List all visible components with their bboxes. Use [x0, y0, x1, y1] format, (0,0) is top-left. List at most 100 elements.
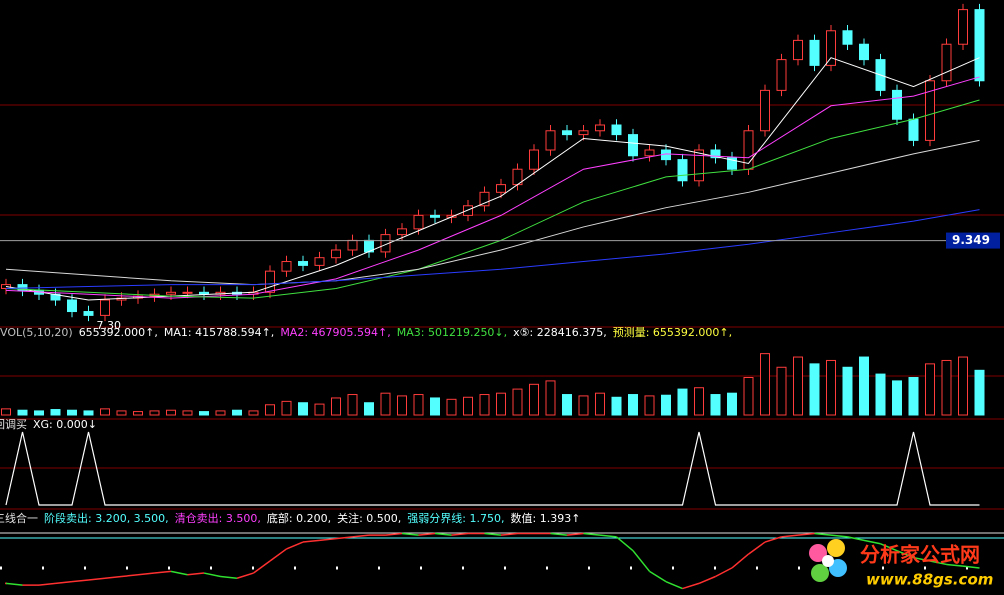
- volume-bar: [413, 394, 424, 416]
- candle-body: [298, 261, 308, 266]
- pane-header: 回调买 XG: 0.000↓: [0, 418, 97, 431]
- watermark-title: 分析家公式网: [860, 543, 980, 567]
- indicator-segment: [55, 580, 73, 585]
- volume-bar: [644, 395, 655, 416]
- header-item: 强弱分界线: 1.750,: [407, 511, 504, 525]
- candle-body: [265, 270, 275, 293]
- logo: [811, 564, 829, 582]
- moving-average: [5, 99, 980, 299]
- candle-body: [100, 299, 110, 316]
- price-tag: [946, 232, 1000, 249]
- indicator-segment: [104, 575, 122, 579]
- indicator-segment: [253, 560, 271, 574]
- signal-line: [5, 431, 980, 506]
- volume-bar: [793, 356, 803, 416]
- volume-bar: [710, 394, 721, 416]
- volume-bar: [397, 395, 407, 416]
- volume-bar: [677, 388, 688, 416]
- volume-bar: [809, 363, 820, 416]
- volume-bar: [463, 396, 473, 416]
- watermark: 分析家公式网 www.88gs.com: [809, 539, 993, 589]
- indicator-segment: [385, 532, 403, 536]
- volume-bar: [496, 392, 506, 416]
- indicator-segment: [583, 532, 601, 536]
- indicator-segment: [682, 582, 700, 590]
- candle-body: [760, 89, 770, 132]
- header-item: MA2: 467905.594↑,: [280, 326, 390, 339]
- indicator-segment: [418, 532, 436, 536]
- indicator-segment: [154, 570, 172, 574]
- logo: [829, 559, 847, 577]
- indicator-segment: [302, 539, 320, 543]
- volume-bar: [116, 410, 127, 416]
- candle-body: [710, 149, 721, 159]
- candle-body: [578, 130, 589, 136]
- indicator-segment: [319, 537, 337, 542]
- candle-body: [958, 9, 968, 45]
- volume-bar: [611, 396, 622, 416]
- volume-bar: [149, 410, 160, 416]
- candle-body: [562, 130, 572, 136]
- volume-bar: [133, 411, 143, 416]
- volume-bar: [232, 409, 242, 416]
- volume-bar: [941, 359, 952, 416]
- indicator-segment: [698, 575, 716, 585]
- volume-bar: [265, 404, 275, 416]
- candle-body: [859, 43, 869, 61]
- indicator-segment: [632, 550, 651, 572]
- indicator-segment: [962, 565, 980, 569]
- volume-bar: [743, 377, 754, 416]
- plot: 9.349 7.30 VOL(5,10,20) 655392.000↑, MA1: 41…: [0, 3, 1000, 590]
- volume-bar: [545, 380, 556, 416]
- header-item: 底部: 0.200,: [267, 511, 331, 525]
- candle-body: [974, 9, 985, 82]
- volume-bar: [776, 366, 787, 416]
- volume-bar: [562, 394, 572, 416]
- indicator-segment: [929, 560, 947, 566]
- logo: [809, 544, 827, 562]
- candle-body: [826, 30, 836, 66]
- volume-bar: [826, 359, 836, 416]
- volume-bar: [166, 409, 176, 416]
- volume-bar: [182, 410, 193, 416]
- candle-body: [347, 239, 358, 251]
- candle-body: [166, 291, 176, 295]
- indicator-segment: [665, 580, 683, 590]
- candle-body: [430, 214, 440, 218]
- moving-average: [5, 76, 980, 299]
- indicator-segment: [748, 541, 766, 555]
- candle-body: [809, 39, 820, 66]
- volume-bar: [1, 408, 11, 416]
- candle-body: [892, 89, 902, 120]
- volume-bar: [446, 398, 457, 416]
- pane-title: 回调买: [0, 418, 27, 431]
- header-item: 655392.000↑,: [79, 326, 158, 339]
- volume-bar: [479, 394, 490, 416]
- candle-body: [479, 191, 490, 207]
- indicator-segment: [71, 579, 89, 583]
- volume-bar: [83, 410, 94, 416]
- volume-bar: [842, 366, 853, 416]
- volume-bar: [364, 402, 374, 416]
- indicator-segment: [187, 572, 205, 576]
- watermark-url: www.88gs.com: [866, 571, 993, 589]
- indicator-segment: [715, 567, 733, 578]
- header-item: 关注: 0.500,: [337, 511, 401, 525]
- candle-body: [281, 261, 292, 272]
- volume-bar: [958, 356, 968, 416]
- header-item: VOL(5,10,20): [0, 326, 73, 339]
- volume-bar: [875, 373, 886, 416]
- header-item: 清仓卖出: 3.500,: [175, 511, 261, 525]
- volume-bar: [380, 392, 391, 416]
- indicator-segment: [731, 553, 749, 569]
- indicator-segment: [896, 549, 914, 559]
- header-item: 数值: 1.393↑: [511, 512, 581, 525]
- indicator-segment: [814, 532, 832, 536]
- indicator-segment: [121, 574, 139, 578]
- candle-body: [67, 299, 77, 313]
- volume-bar: [50, 409, 61, 416]
- volume-bar: [248, 410, 259, 416]
- indicator-segment: [236, 572, 254, 579]
- candle-body: [463, 205, 473, 216]
